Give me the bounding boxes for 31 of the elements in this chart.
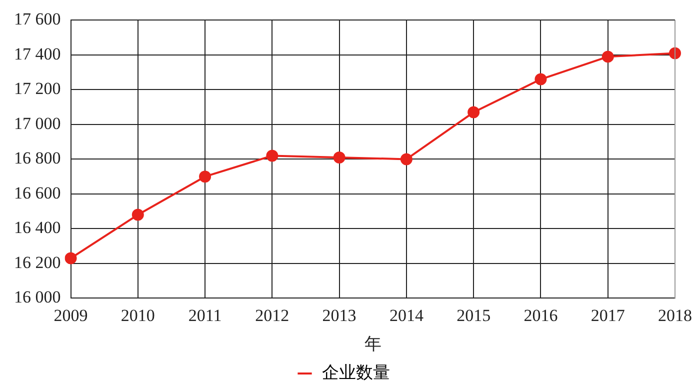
y-tick-label: 16 600: [14, 183, 61, 202]
point: [400, 153, 412, 166]
x-tick-label: 2013: [322, 306, 356, 325]
x-tick-label: 2010: [120, 306, 155, 325]
point: [333, 151, 346, 164]
point: [468, 106, 480, 118]
x-tick-label: 2012: [255, 306, 290, 325]
point: [199, 170, 212, 183]
x-tick-label: 2014: [389, 306, 424, 325]
point: [64, 252, 77, 264]
point: [534, 73, 547, 86]
y-tick-label: 16 400: [14, 218, 61, 238]
point: [602, 50, 614, 63]
point: [266, 150, 278, 162]
y-tick-label: 17 600: [14, 10, 61, 29]
y-tick-label: 17 200: [14, 79, 61, 98]
point: [132, 208, 144, 221]
x-axis-title: 年: [364, 334, 382, 354]
y-tick-label: 16 200: [14, 252, 61, 272]
x-tick-label: 2018: [658, 306, 692, 325]
legend-label: 企业数量: [322, 362, 390, 382]
x-tick-label: 2011: [188, 306, 222, 325]
point: [669, 47, 681, 60]
y-tick-label: 16 800: [14, 148, 61, 168]
y-tick-label: 17 400: [14, 44, 61, 64]
x-tick-label: 2016: [524, 306, 558, 325]
x-tick-label: 2015: [456, 306, 491, 325]
y-tick-label: 17 000: [14, 114, 61, 133]
x-tick-label: 2009: [54, 306, 88, 325]
y-tick-label: 16 000: [14, 288, 61, 307]
x-tick-label: 2017: [590, 306, 626, 325]
